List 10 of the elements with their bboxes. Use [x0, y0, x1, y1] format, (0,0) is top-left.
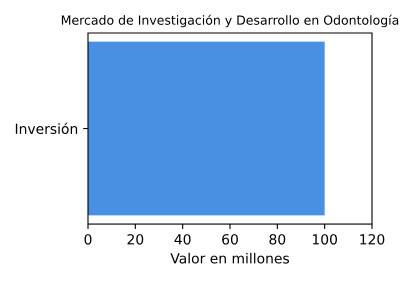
x-tick-label: 100 — [312, 234, 337, 245]
x-tick-label: 60 — [222, 234, 238, 245]
x-tick-label: 20 — [128, 234, 144, 245]
x-tick-label: 120 — [360, 234, 384, 245]
x-axis-title: Valor en millones — [170, 252, 290, 264]
y-tick-label: Inversión — [16, 122, 78, 134]
x-tick-label: 40 — [174, 234, 191, 245]
x-tick-label: 80 — [269, 234, 286, 245]
x-tick-label: 0 — [84, 234, 92, 245]
chart-title: Mercado de Investigación y Desarrollo en Odontología — [62, 14, 398, 28]
